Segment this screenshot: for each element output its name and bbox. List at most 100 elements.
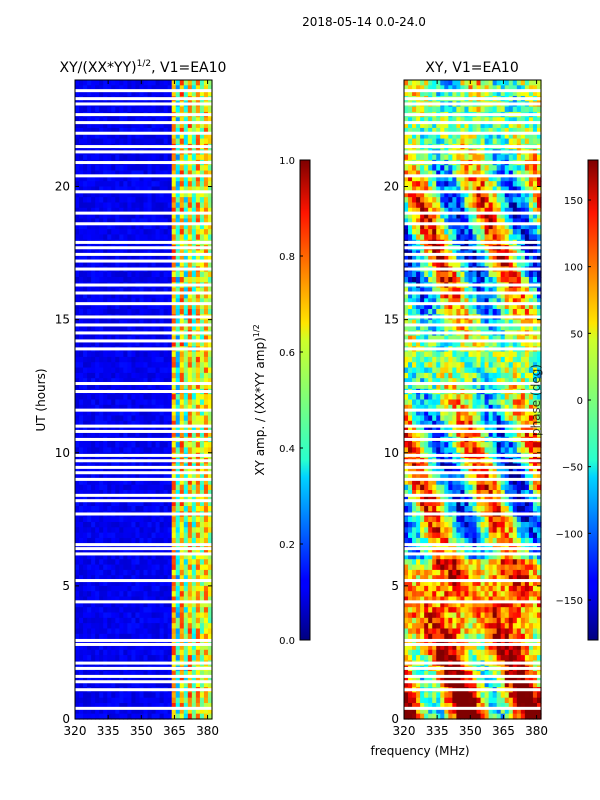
heatmap-cell xyxy=(199,537,205,544)
heatmap-cell xyxy=(191,80,197,86)
heatmap-cell xyxy=(167,495,173,502)
heatmap-cell xyxy=(115,708,120,715)
heatmap-cell xyxy=(416,181,421,188)
heatmap-cell xyxy=(203,293,209,299)
heatmap-cell xyxy=(91,324,96,331)
flagged-row xyxy=(75,471,212,475)
heatmap-cell xyxy=(99,564,104,571)
heatmap-cell xyxy=(99,591,104,598)
heatmap-cell xyxy=(191,372,197,379)
heatmap-cell xyxy=(135,617,141,624)
heatmap-cell xyxy=(127,383,133,390)
flagged-row xyxy=(75,706,212,710)
heatmap-cell xyxy=(135,117,141,124)
heatmap-cell xyxy=(191,633,197,640)
heatmap-cell xyxy=(207,255,213,262)
heatmap-cell xyxy=(95,500,100,507)
heatmap-cell xyxy=(207,420,213,427)
heatmap-cell xyxy=(408,186,413,193)
heatmap-cell xyxy=(191,127,197,134)
heatmap-cell xyxy=(207,197,213,204)
flagged-row xyxy=(75,552,212,556)
heatmap-cell xyxy=(99,298,104,305)
heatmap-cell xyxy=(207,335,213,342)
heatmap-cell xyxy=(107,335,112,342)
heatmap-cell xyxy=(163,170,169,177)
heatmap-cell xyxy=(163,122,169,129)
heatmap-cell xyxy=(175,500,181,507)
heatmap-cell xyxy=(167,138,173,145)
heatmap-cell xyxy=(119,191,124,198)
heatmap-cell xyxy=(79,85,84,92)
heatmap-cell xyxy=(199,362,205,369)
heatmap-cell xyxy=(87,543,92,550)
heatmap-cell xyxy=(99,532,104,539)
heatmap-cell xyxy=(95,644,100,651)
heatmap-cell xyxy=(175,516,181,523)
heatmap-cell xyxy=(408,197,413,204)
heatmap-cell xyxy=(191,287,197,294)
heatmap-cell xyxy=(87,197,92,204)
heatmap-cell xyxy=(203,681,209,688)
heatmap-cell xyxy=(191,500,197,507)
heatmap-cell xyxy=(111,298,116,305)
heatmap-cell xyxy=(139,548,145,555)
heatmap-cell xyxy=(163,191,169,198)
heatmap-cell xyxy=(151,521,157,528)
heatmap-cell xyxy=(151,553,157,560)
heatmap-cell xyxy=(83,623,88,630)
heatmap-cell xyxy=(179,410,185,417)
heatmap-cell xyxy=(207,170,213,177)
heatmap-cell xyxy=(191,559,197,566)
heatmap-cell xyxy=(119,367,124,374)
heatmap-cell xyxy=(460,80,466,86)
heatmap-cell xyxy=(139,122,145,129)
heatmap-cell xyxy=(79,713,84,720)
heatmap-cell xyxy=(191,426,197,433)
heatmap-cell xyxy=(159,90,165,97)
heatmap-cell xyxy=(151,351,157,358)
heatmap-cell xyxy=(452,80,457,86)
heatmap-cell xyxy=(456,154,462,161)
heatmap-cell xyxy=(416,186,421,193)
heatmap-cell xyxy=(412,186,417,193)
heatmap-cell xyxy=(119,410,124,417)
heatmap-cell xyxy=(147,298,153,305)
heatmap-cell xyxy=(476,154,482,161)
heatmap-cell xyxy=(207,340,213,347)
heatmap-cell xyxy=(103,607,108,614)
flagged-row xyxy=(75,512,212,516)
heatmap-cell xyxy=(167,324,173,331)
heatmap-cell xyxy=(95,271,100,278)
heatmap-cell xyxy=(416,154,421,161)
heatmap-cell xyxy=(95,213,100,220)
heatmap-cell xyxy=(484,90,490,97)
heatmap-cell xyxy=(87,213,92,220)
heatmap-cell xyxy=(155,287,161,294)
heatmap-cell xyxy=(179,197,185,204)
heatmap-cell xyxy=(424,202,429,209)
heatmap-cell xyxy=(199,500,205,507)
heatmap-cell xyxy=(179,649,185,656)
heatmap-cell xyxy=(159,564,165,571)
x-tick-label: 365 xyxy=(163,724,186,738)
heatmap-cell xyxy=(448,85,453,92)
heatmap-cell xyxy=(516,165,522,172)
heatmap-cell xyxy=(95,197,100,204)
heatmap-cell xyxy=(139,308,145,315)
heatmap-cell xyxy=(163,335,169,342)
heatmap-cell xyxy=(135,500,141,507)
heatmap-cell xyxy=(79,197,84,204)
flagged-row xyxy=(75,150,212,154)
heatmap-cell xyxy=(127,580,133,587)
heatmap-cell xyxy=(107,293,112,299)
heatmap-cell xyxy=(99,426,104,433)
heatmap-cell xyxy=(179,133,185,140)
heatmap-cell xyxy=(207,319,213,326)
heatmap-cell xyxy=(167,277,173,283)
heatmap-cell xyxy=(175,287,181,294)
heatmap-cell xyxy=(127,399,133,406)
heatmap-cell xyxy=(167,708,173,715)
heatmap-cell xyxy=(163,681,169,688)
heatmap-cell xyxy=(111,181,116,188)
